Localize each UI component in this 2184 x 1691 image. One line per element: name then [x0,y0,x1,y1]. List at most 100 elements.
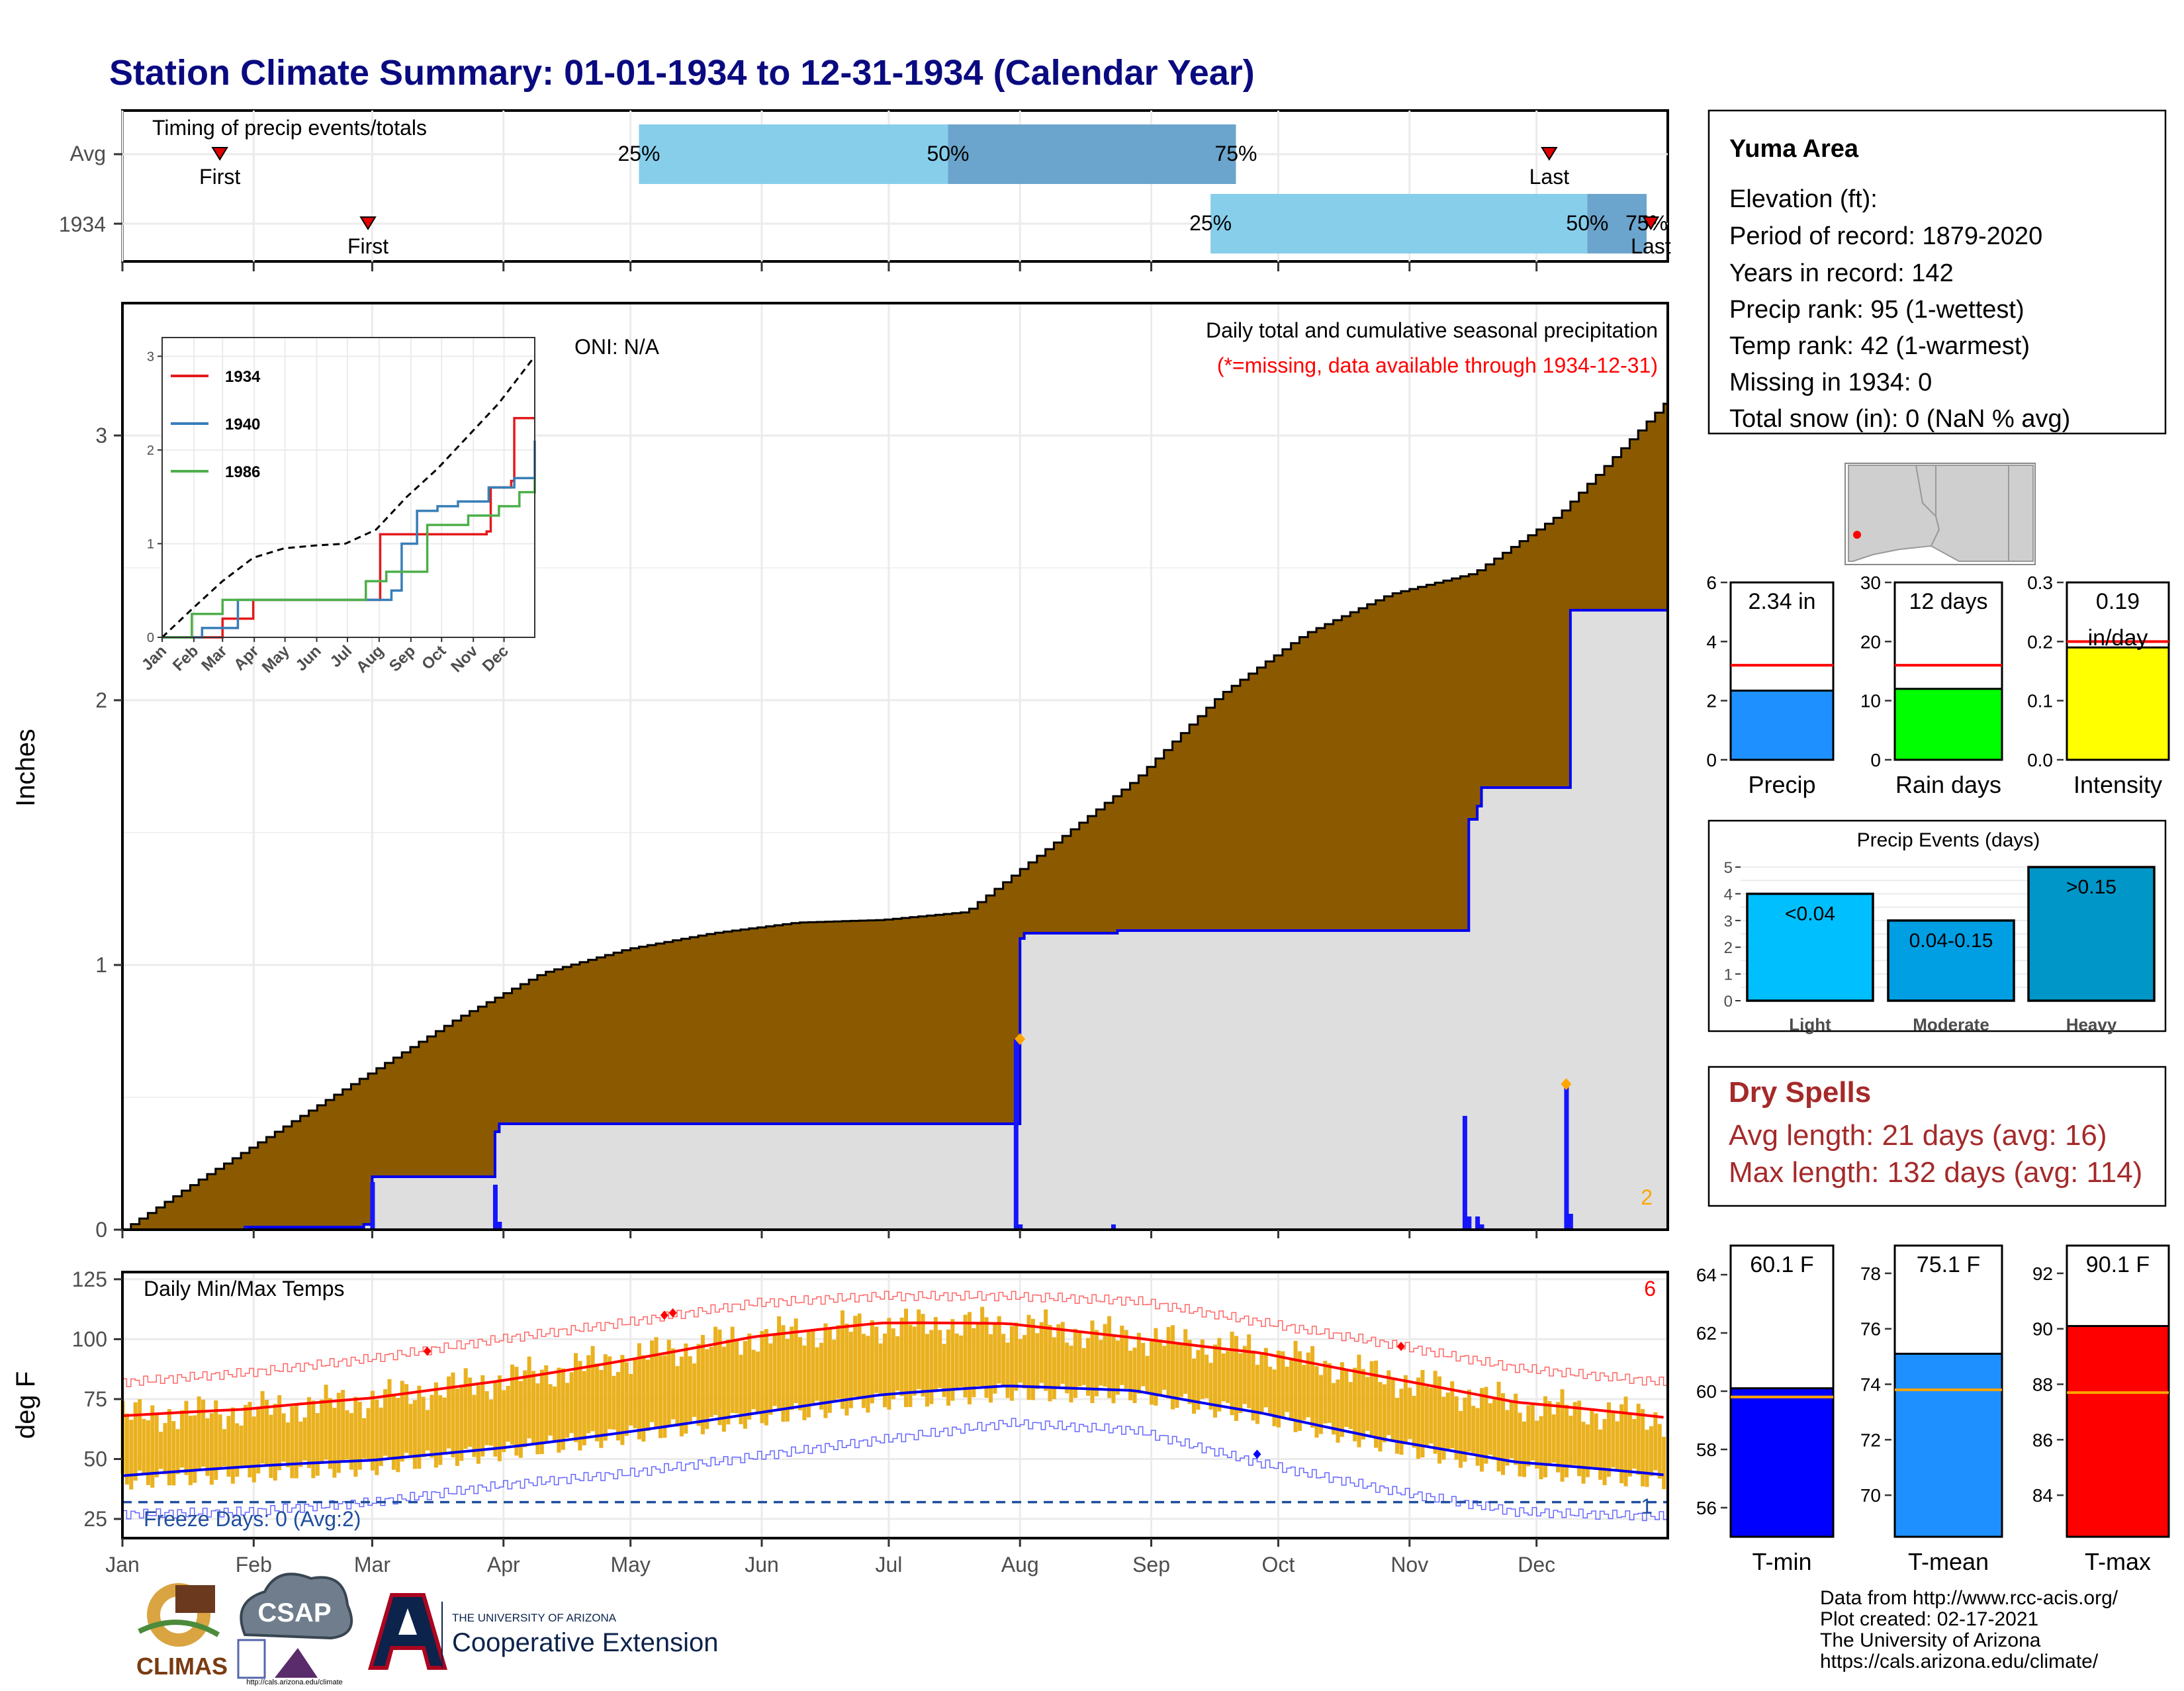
daily-temp-bar [1395,1398,1400,1454]
daily-temp-bar [921,1314,925,1397]
daily-temp-bar [1657,1424,1662,1479]
temp-stat-t-max-y-tick-label: 90 [2032,1319,2053,1340]
events-x-tick-label: Moderate [1913,1015,1989,1034]
daily-temp-bar [163,1423,167,1475]
daily-temp-bar [1289,1357,1294,1421]
daily-temp-bar [285,1422,290,1467]
record-marker [660,1310,668,1320]
daily-temp-bar [476,1385,480,1464]
daily-temp-bar [311,1400,316,1479]
daily-precip-bar [492,1185,498,1230]
events-x-tick-label: Heavy [2066,1015,2117,1034]
daily-temp-bar [1052,1337,1056,1400]
daily-temp-bar [1196,1349,1201,1410]
info-line: Elevation (ft): [1729,185,1878,213]
daily-temp-bar [841,1310,845,1409]
daily-temp-bar [925,1334,929,1407]
daily-temp-bar [1310,1346,1315,1428]
precip-panel: 0 1 2 3 Inches ONI: N/A Daily total and cum… [11,302,1669,1242]
temp-stat-t-mean-y-tick-label: 74 [1860,1375,1881,1395]
daily-temp-bar [1183,1329,1188,1394]
normal-max-line [122,1321,1664,1419]
daily-temp-bar [1069,1346,1073,1402]
precip-y-tick-label: 1 [95,953,107,977]
daily-temp-bar [1212,1344,1217,1418]
precip-axes: 0 1 2 3 [95,424,1538,1242]
daily-temp-bar [294,1404,298,1479]
daily-temp-bar [599,1369,604,1448]
daily-temp-bar [235,1423,240,1477]
daily-temp-bar [743,1341,747,1429]
daily-temp-bar [345,1410,349,1459]
temp-stat-t-mean-y-tick-label: 72 [1860,1430,1881,1450]
timing-pct-label: 50% [927,142,969,165]
daily-temp-bar [654,1337,659,1428]
temp-stat-t-max-bar [2066,1325,2170,1538]
daily-temp-bar [1023,1335,1027,1389]
daily-temp-bar [1205,1354,1209,1398]
events-chart: <0.04 Light 0.04-0.15 Moderate >0.15 Heavy 0 1 2… [1724,859,2156,1034]
daily-temp-bar [1136,1332,1141,1394]
daily-temp-bar [891,1328,895,1400]
daily-temp-bar [578,1361,582,1451]
daily-temp-bar [760,1331,764,1424]
daily-temp-bar [489,1399,494,1446]
daily-temp-bar [197,1396,201,1471]
daily-temp-bar [459,1385,464,1461]
inset-y-tick-label: 0 [147,631,154,645]
stat-rain-days-y-tick-label: 20 [1860,631,1881,652]
precip-stat-charts: 0 2 4 6 2.34 in Precip 0 10 20 30 12 days Rain days… [1706,572,2170,798]
daily-temp-bar [641,1355,646,1442]
daily-temp-bar [1268,1367,1273,1414]
precip-y-tick-label: 3 [95,424,107,447]
daily-temp-bar [412,1400,417,1469]
daily-temp-bar [1348,1382,1353,1430]
daily-temp-bar [721,1346,726,1432]
stat-precip-y-tick-label: 2 [1706,691,1717,711]
stat-precip-value-label: 2.34 in [1748,589,1815,614]
inset-line-1934 [162,416,535,639]
stat-rain-days-y-tick-label: 10 [1860,691,1881,711]
daily-temp-bar [1424,1387,1429,1447]
daily-temp-bar [493,1381,498,1457]
daily-temp-bar [400,1381,404,1462]
daily-temp-bar [260,1391,265,1464]
daily-temp-bar [874,1326,879,1393]
max-day-marker [1561,1078,1572,1090]
daily-temp-bar [370,1391,375,1471]
daily-temp-bar [603,1354,608,1441]
daily-temp-bar [806,1330,811,1418]
daily-temp-bar [298,1421,303,1467]
temp-y-tick-label: 100 [72,1327,107,1351]
timing-bar-avg-q2 [948,124,1236,184]
precip-frame [121,302,1669,1231]
daily-temp-bar [1653,1412,1658,1471]
daily-precip-bar [497,1222,502,1230]
daily-precip-bar [1467,1216,1472,1230]
daily-temp-bar [230,1407,235,1484]
daily-temp-bar [1522,1421,1526,1477]
temp-stat-t-min-y-tick-label: 56 [1696,1498,1717,1518]
daily-temp-bar [730,1326,735,1413]
daily-temp-bar [1387,1370,1391,1436]
daily-temp-bar [1103,1324,1107,1387]
temp-frame [121,1271,1669,1539]
daily-temp-bar [375,1399,379,1475]
daily-precip-bar [1564,1084,1569,1230]
daily-temp-bar [1382,1384,1387,1443]
info-line: Total snow (in): 0 (NaN % avg) [1729,405,2070,433]
stat-intensity-y-tick-label: 0.1 [2027,691,2053,711]
daily-temp-bar [1619,1404,1624,1484]
temp-panel: 25 50 75 100 125 Jan Feb Mar Apr May Jun Jul Aug Sep O… [11,1267,1669,1577]
month-tick-label: Jan [105,1553,140,1577]
daily-temp-bar [539,1369,544,1454]
daily-temp-bar [484,1391,489,1445]
daily-temp-bar [594,1363,599,1441]
daily-temp-bar [1166,1327,1171,1398]
daily-temp-bar [1437,1376,1442,1464]
daily-temp-bar [1318,1375,1323,1434]
daily-temp-bar [548,1384,553,1436]
info-line: Period of record: 1879-2020 [1729,222,2042,250]
stat-intensity-bar [2066,646,2170,761]
